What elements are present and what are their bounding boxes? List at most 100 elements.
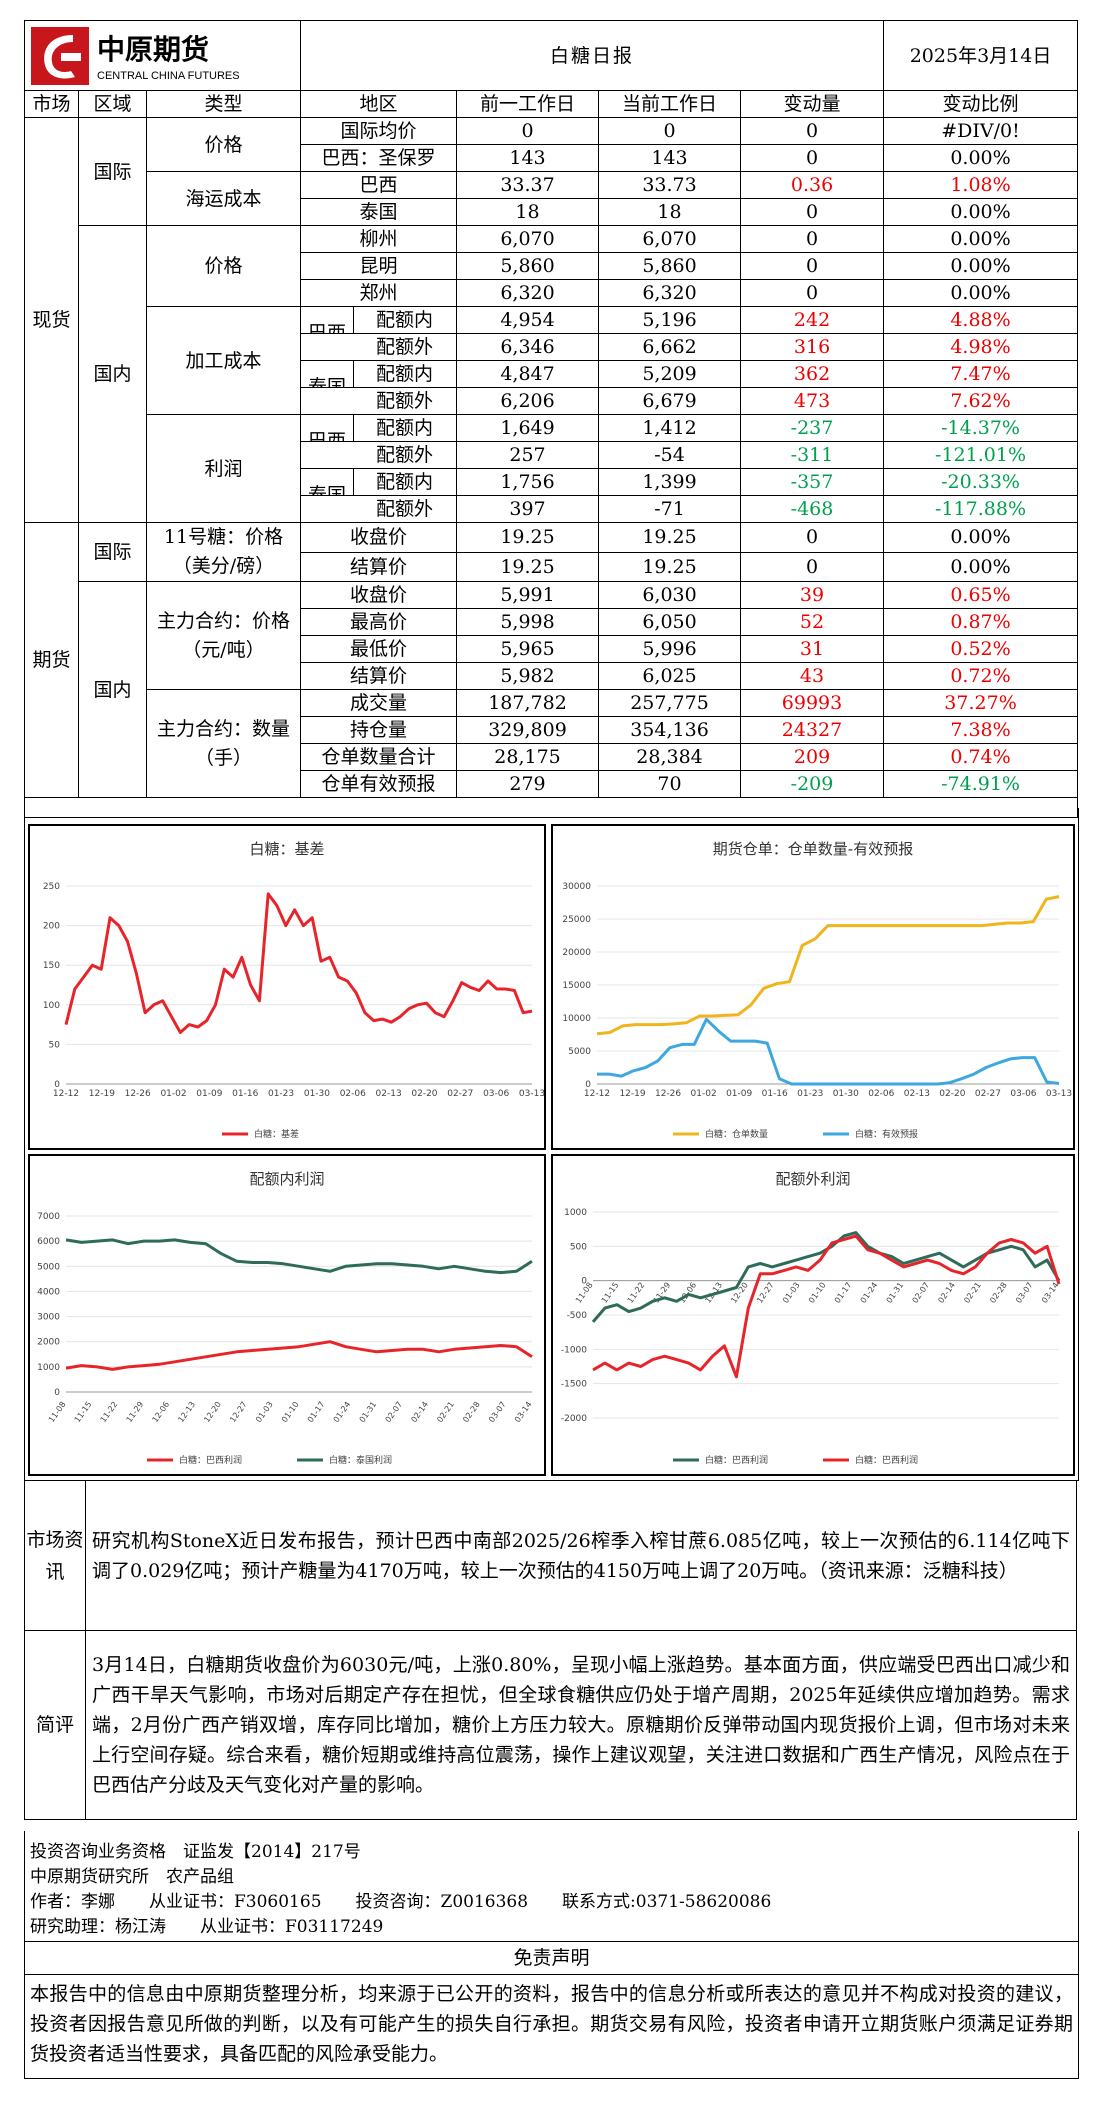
x-tick-label: 01-03 <box>254 1400 275 1424</box>
y-tick-label: 30000 <box>562 882 591 892</box>
x-tick-label: 12-19 <box>89 1089 115 1099</box>
x-tick-label: 01-10 <box>280 1400 301 1424</box>
data-table: 中原期货 CENTRAL CHINA FUTURES 白糖日报 2025年3月1… <box>23 20 1079 818</box>
y-tick-label: -500 <box>567 1311 588 1321</box>
x-tick-label: 03-13 <box>519 1089 544 1099</box>
y-tick-label: 0 <box>54 1080 60 1090</box>
region-intl: 国际 <box>78 522 147 582</box>
x-tick-label: 01-24 <box>859 1281 880 1305</box>
y-tick-label: 250 <box>43 882 60 892</box>
x-tick-label: 11-15 <box>600 1281 621 1305</box>
x-tick-label: 12-26 <box>655 1089 681 1099</box>
y-tick-label: 150 <box>43 961 60 971</box>
comment-text: 3月14日，白糖期货收盘价为6030元/吨，上涨0.80%，呈现小幅上涨趋势。基… <box>85 1630 1077 1820</box>
x-tick-label: 02-21 <box>435 1400 456 1424</box>
y-tick-label: 1000 <box>564 1208 587 1218</box>
series-line <box>592 1234 1061 1379</box>
table-row: 国内 价格 柳州 6,070 6,070 0 0.00% <box>25 225 1079 523</box>
x-tick-label: 03-07 <box>487 1400 508 1424</box>
x-tick-label: 11-15 <box>73 1400 94 1424</box>
table-row: 昆明 5,860 5,860 0 0.00% <box>25 252 1079 280</box>
chart-title: 配额外利润 <box>775 1170 851 1188</box>
table-row: 郑州 6,320 6,320 0 0.00% <box>25 279 1079 307</box>
region-intl: 国际 <box>78 117 147 226</box>
x-tick-label: 12-27 <box>228 1400 249 1424</box>
legend-label: 白糖：巴西利润 <box>179 1454 242 1466</box>
x-tick-label: 01-09 <box>196 1089 222 1099</box>
table-row: 配额外 257 -54 -311 -121.01% <box>25 441 1079 469</box>
assistant-line: 研究助理：杨江涛 从业证书：F03117249 <box>30 1917 384 1937</box>
x-tick-label: 11-08 <box>574 1281 595 1305</box>
x-tick-label: 01-03 <box>781 1281 802 1305</box>
origin-brazil: 巴西 <box>301 307 355 333</box>
y-tick-label: 10000 <box>562 1014 591 1024</box>
table-row: 仓单有效预报 279 70 -209 -74.91% <box>25 770 1079 798</box>
table-row: 巴西：圣保罗 143 143 0 0.00% <box>25 144 1079 172</box>
x-tick-label: 02-13 <box>376 1089 402 1099</box>
x-tick-label: 01-17 <box>833 1281 854 1305</box>
table-row: 最高价 5,998 6,050 52 0.87% <box>25 608 1079 636</box>
series-line <box>596 895 1060 1036</box>
x-tick-label: 02-27 <box>447 1089 473 1099</box>
disclaimer-text: 本报告中的信息由中原期货整理分析，均来源于已公开的资料，报告中的信息分析或所表达… <box>30 1983 1073 2065</box>
y-tick-label: 25000 <box>562 915 591 925</box>
y-tick-label: 500 <box>570 1242 587 1252</box>
table-row: 期货 国际 11号糖：价格（美分/磅） 收盘价 19.25 19.25 0 0.… <box>24 522 1079 798</box>
x-tick-label: 12-20 <box>202 1400 223 1424</box>
x-tick-label: 03-14 <box>513 1400 534 1424</box>
x-tick-label: 03-13 <box>1046 1089 1072 1099</box>
type-main-qty: 主力合约：数量（手） <box>145 689 302 798</box>
x-tick-label: 01-16 <box>232 1089 258 1099</box>
table-spacer-row <box>23 797 1079 818</box>
institute-line: 中原期货研究所 农产品组 <box>30 1867 234 1887</box>
series-line <box>65 1340 533 1371</box>
x-tick-label: 12-13 <box>176 1400 197 1424</box>
x-tick-label: 02-06 <box>340 1089 366 1099</box>
y-tick-label: 3000 <box>37 1313 60 1323</box>
x-tick-label: 01-23 <box>268 1089 294 1099</box>
x-tick-label: 03-07 <box>1014 1281 1035 1305</box>
legend-label: 白糖：有效预报 <box>855 1128 918 1140</box>
origin-brazil: 巴西 <box>301 415 355 441</box>
col-header: 市场 <box>24 90 79 118</box>
type-shipping: 海运成本 <box>145 171 302 226</box>
news-section: 市场资讯 研究机构StoneX近日发布报告，预计巴西中南部2025/26榨季入榨… <box>24 1480 1077 1631</box>
table-row: 持仓量 329,809 354,136 24327 7.38% <box>25 716 1079 744</box>
y-tick-label: 20000 <box>562 948 591 958</box>
x-tick-label: 02-07 <box>383 1400 404 1424</box>
chart-svg: 0 5000 10000 15000 20000 25000 30000 12-12 12-19… <box>562 882 1072 1140</box>
x-tick-label: 11-08 <box>47 1400 68 1424</box>
x-tick-label: 01-16 <box>762 1089 788 1099</box>
x-tick-label: 11-29 <box>125 1400 146 1424</box>
logo-cell: 中原期货 CENTRAL CHINA FUTURES <box>23 20 302 91</box>
type-price: 价格 <box>145 117 302 172</box>
table-row: 现货 国际 价格 国际均价 0 0 0 #DIV/0! <box>24 117 1079 523</box>
x-tick-label: 03-06 <box>1010 1089 1036 1099</box>
region-domestic: 国内 <box>78 225 147 523</box>
text-sections: 市场资讯 研究机构StoneX近日发布报告，预计巴西中南部2025/26榨季入榨… <box>24 1480 1077 1820</box>
type-processing: 加工成本 <box>145 306 302 415</box>
table-row: 泰国 配额内 4,847 5,209 362 7.47% <box>25 360 1079 388</box>
x-tick-label: 02-27 <box>975 1089 1001 1099</box>
y-tick-label: 2000 <box>37 1338 60 1348</box>
legend-label: 白糖：基差 <box>254 1128 299 1140</box>
news-text: 研究机构StoneX近日发布报告，预计巴西中南部2025/26榨季入榨甘蔗6.0… <box>85 1480 1077 1631</box>
x-tick-label: 12-06 <box>150 1400 171 1424</box>
y-tick-label: 7000 <box>37 1212 60 1222</box>
chart-title: 配额内利润 <box>249 1170 325 1188</box>
x-tick-label: 02-20 <box>939 1089 965 1099</box>
market-futures: 期货 <box>24 522 79 798</box>
footer: 投资咨询业务资格 证监发【2014】217号 中原期货研究所 农产品组 作者：李… <box>24 1831 1079 2079</box>
y-tick-label: 50 <box>49 1040 61 1050</box>
chart-warehouse-receipts: 0 5000 10000 15000 20000 25000 30000 12-12 12-19… <box>551 824 1075 1150</box>
table-header-row: 市场 区域 类型 地区 前一工作日 当前工作日 变动量 变动比例 <box>24 90 1079 118</box>
y-tick-label: 15000 <box>562 981 591 991</box>
chart-basis: 0 50 100 150 200 250 12-12 12-19 12-26 01-02 01-09… <box>28 824 546 1150</box>
type-profit: 利润 <box>145 414 302 523</box>
news-label: 市场资讯 <box>24 1480 86 1631</box>
origin-thailand: 泰国 <box>301 469 355 495</box>
table-row: 泰国 配额内 1,756 1,399 -357 -20.33% <box>25 468 1079 496</box>
type-main-price: 主力合约：价格（元/吨） <box>145 581 302 690</box>
col-header: 变动比例 <box>883 90 1079 118</box>
y-tick-label: -1500 <box>561 1380 587 1390</box>
